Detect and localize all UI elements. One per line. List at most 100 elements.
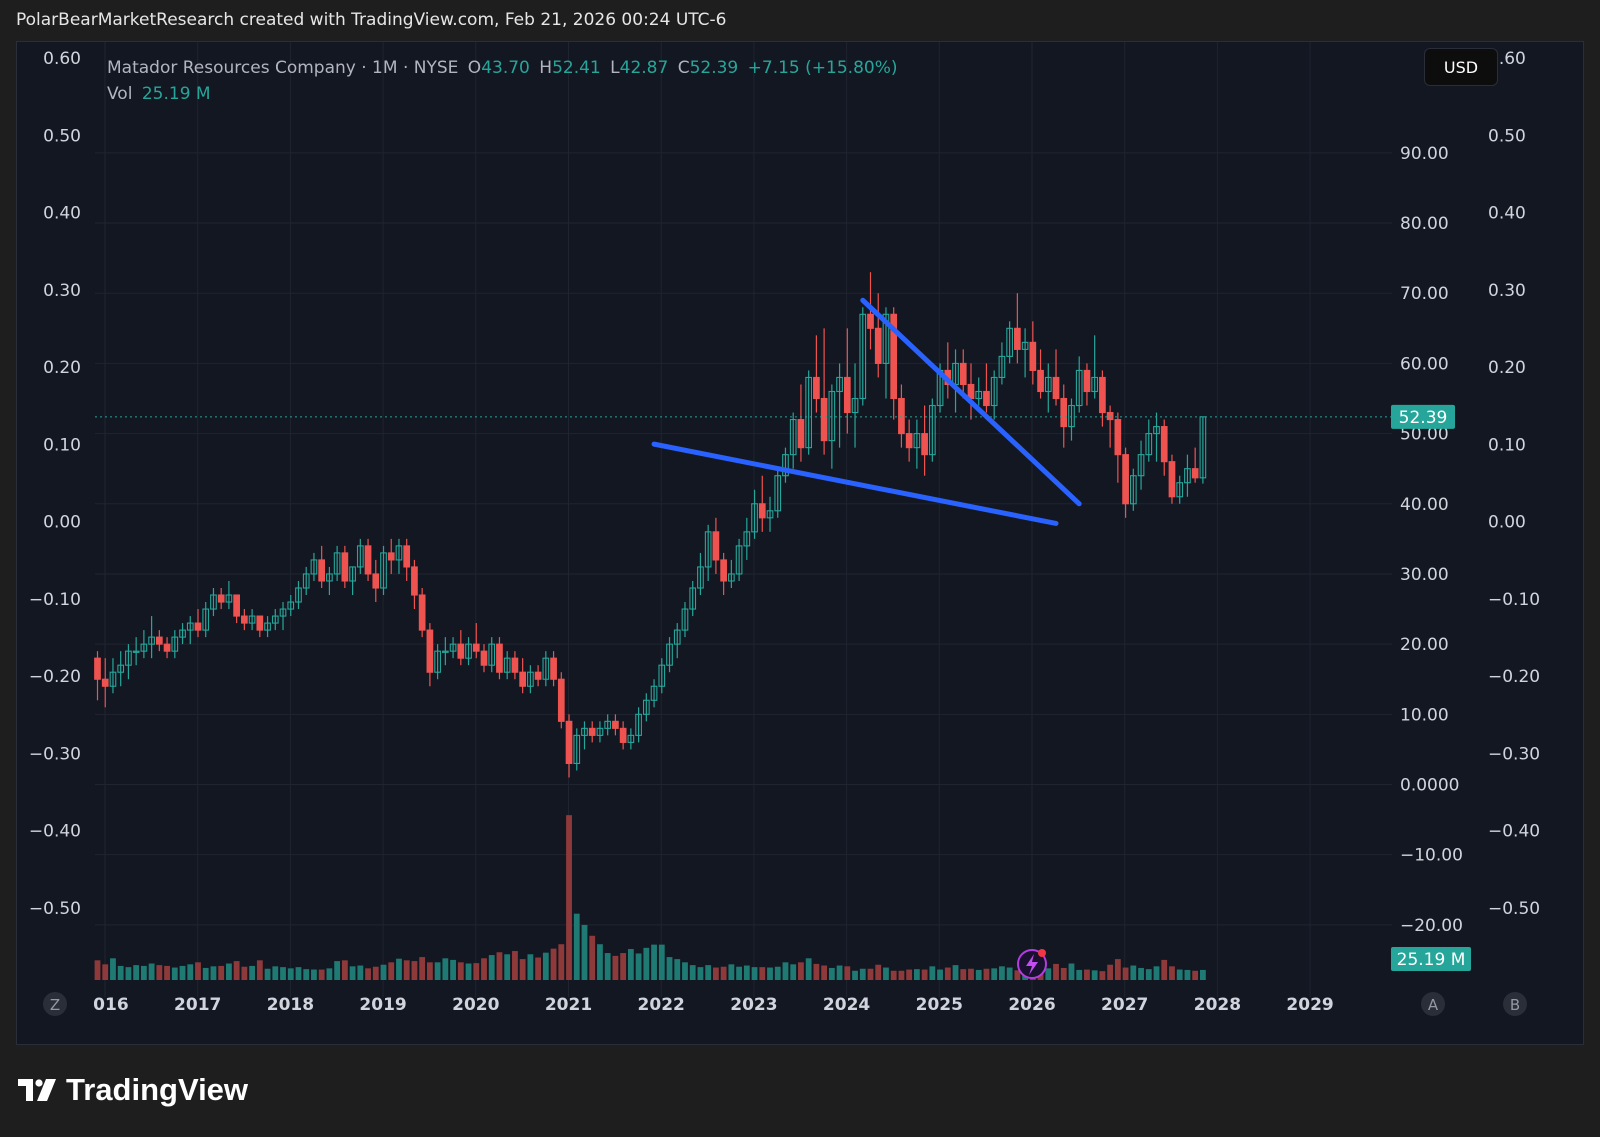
candle-body <box>418 594 426 631</box>
candle <box>1099 370 1106 427</box>
volume-bar <box>1076 969 1083 980</box>
candle <box>874 293 882 378</box>
volume-bar <box>256 960 263 980</box>
candle <box>1168 454 1176 504</box>
candle <box>333 545 341 581</box>
candle <box>573 728 581 771</box>
time-scale-label: 2017 <box>174 995 221 1015</box>
volume-bar <box>465 963 472 980</box>
outer-right-scale-tick: −0.20 <box>1488 667 1540 687</box>
candle-body <box>395 545 403 561</box>
candle <box>457 630 465 666</box>
volume-bar <box>1084 969 1090 980</box>
volume-bar <box>442 958 449 980</box>
volume-bar <box>828 967 835 980</box>
candle <box>642 693 650 722</box>
tradingview-wordmark: TradingView <box>66 1072 249 1107</box>
candle-body <box>241 615 248 624</box>
volume-bar <box>233 961 240 980</box>
candle <box>635 707 642 743</box>
candle-body <box>488 643 496 666</box>
volume-bar <box>960 969 967 980</box>
candle <box>117 651 125 687</box>
volume-bar <box>581 924 588 980</box>
candle-body <box>612 720 619 729</box>
chart-panel[interactable]: 0.60 0.50 0.40 0.30 0.20 0.10 0.00 −0.10 −0.20 −0… <box>16 41 1584 1045</box>
time-scale-label: 2026 <box>1008 995 1055 1015</box>
candle <box>101 658 109 708</box>
volume-bar <box>280 967 286 980</box>
candle-body <box>998 355 1006 379</box>
candle-body <box>472 643 480 652</box>
candle <box>248 609 256 631</box>
volume-bar <box>666 957 673 980</box>
candle-body <box>1052 376 1060 400</box>
candle-body <box>1137 454 1145 477</box>
candle <box>959 349 967 399</box>
volume-bar <box>898 970 905 980</box>
candle-body <box>356 545 364 568</box>
volume-bar <box>1192 970 1199 980</box>
candle <box>1029 321 1037 385</box>
volume-series <box>94 815 1206 980</box>
volume-bar <box>604 953 611 980</box>
price-chart[interactable]: 0.60 0.50 0.40 0.30 0.20 0.10 0.00 −0.10 −0.20 −0… <box>17 42 1585 1046</box>
outer-right-scale-tick: 0.10 <box>1488 435 1526 455</box>
volume-bar <box>140 965 147 980</box>
currency-button[interactable]: USD <box>1424 48 1498 86</box>
volume-bar <box>697 967 704 980</box>
volume-bar <box>627 949 634 980</box>
axis-button-z[interactable]: Z <box>43 992 67 1016</box>
volume-bar <box>836 965 843 980</box>
candle-body <box>782 454 789 477</box>
candle <box>952 349 959 413</box>
candle-body <box>465 643 472 659</box>
grid-lines <box>95 42 1392 997</box>
volume-bar <box>380 964 387 980</box>
candle-body <box>441 650 449 653</box>
candle-body <box>449 643 457 652</box>
volume-bar <box>937 969 943 980</box>
candle-body <box>828 390 836 442</box>
price-scale-tick: 30.00 <box>1400 565 1449 585</box>
volume-bar <box>535 957 542 980</box>
candle-body <box>882 313 890 364</box>
volume-bar <box>434 962 441 980</box>
volume-bar <box>991 968 998 980</box>
candle-body <box>380 552 387 589</box>
candle <box>1122 447 1129 518</box>
volume-bar <box>125 967 132 980</box>
volume-bar <box>372 966 379 980</box>
candle <box>1052 349 1060 406</box>
volume-bar <box>1045 968 1052 980</box>
volume-bar <box>1145 969 1152 980</box>
high-label: H <box>539 58 553 78</box>
candle-series <box>94 272 1207 778</box>
volume-bar <box>689 965 696 980</box>
volume-bar <box>519 959 526 980</box>
volume-bar <box>859 968 866 980</box>
symbol-description[interactable]: Matador Resources Company · 1M · NYSE <box>107 58 459 78</box>
axis-button-a[interactable]: A <box>1421 992 1445 1016</box>
candle <box>527 665 534 694</box>
candle <box>519 658 527 694</box>
candle <box>279 602 287 631</box>
candle-body <box>789 419 797 456</box>
candle <box>511 651 519 680</box>
candle-body <box>248 615 256 624</box>
candle-body <box>588 727 596 736</box>
axis-button-b[interactable]: B <box>1503 992 1527 1016</box>
left-scale-tick: 0.10 <box>43 435 81 455</box>
candle <box>813 335 820 413</box>
volume-bar <box>1099 971 1106 980</box>
volume-bar <box>311 969 317 980</box>
svg-text:A: A <box>1428 996 1439 1014</box>
volume-bar <box>921 969 928 980</box>
candle-body <box>720 559 727 582</box>
candle-body <box>125 650 132 666</box>
volume-bar <box>1091 970 1098 980</box>
candle <box>596 721 604 743</box>
price-scale-tick: −10.00 <box>1400 846 1463 866</box>
candle <box>921 405 928 476</box>
volume-bar <box>287 968 294 980</box>
